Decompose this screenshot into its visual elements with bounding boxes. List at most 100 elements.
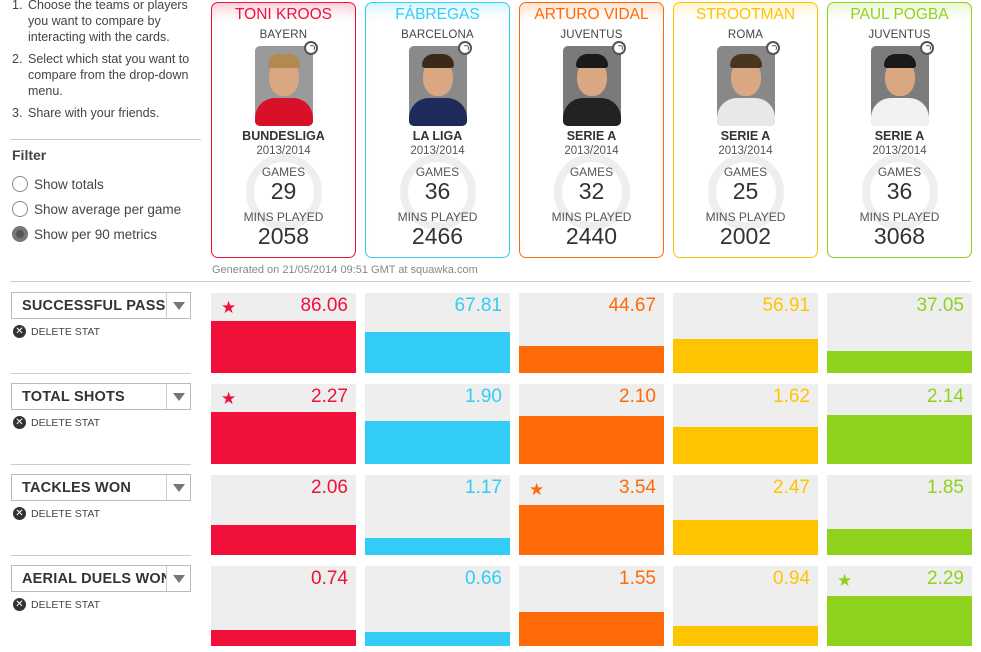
generated-timestamp: Generated on 21/05/2014 09:51 GMT at squ… xyxy=(212,264,478,276)
season: 2013/2014 xyxy=(718,145,773,157)
player-name: TONI KROOS xyxy=(234,6,333,23)
stat-value: 2.06 xyxy=(311,477,348,498)
swap-icon[interactable] xyxy=(920,41,934,55)
stat-cell: 2.10 xyxy=(519,384,664,464)
swap-icon[interactable] xyxy=(612,41,626,55)
star-icon: ★ xyxy=(837,571,853,590)
stat-bar xyxy=(827,351,972,373)
player-card[interactable]: FÁBREGAS BARCELONA LA LIGA 2013/2014 GAM… xyxy=(365,2,510,258)
mins-value: 2440 xyxy=(565,223,618,249)
league-name: SERIE A xyxy=(566,129,617,143)
divider xyxy=(11,373,191,374)
stat-value: 3.54 xyxy=(619,477,656,498)
stat-cell: ★ 2.27 xyxy=(211,384,356,464)
player-card[interactable]: ARTURO VIDAL JUVENTUS SERIE A 2013/2014 … xyxy=(519,2,664,258)
stat-cell: ★ 3.54 xyxy=(519,475,664,555)
stat-cell: 1.90 xyxy=(365,384,510,464)
stat-cell: 1.62 xyxy=(673,384,818,464)
instruction-item: 1. Choose the teams or players you want t… xyxy=(12,0,188,44)
stat-value: 1.85 xyxy=(927,477,964,498)
stat-value: 2.14 xyxy=(927,386,964,407)
games-value: 36 xyxy=(886,178,913,204)
player-card[interactable]: PAUL POGBA JUVENTUS SERIE A 2013/2014 GA… xyxy=(827,2,972,258)
stat-cell: 1.17 xyxy=(365,475,510,555)
stat-cell: 2.14 xyxy=(827,384,972,464)
delete-icon: ✕ xyxy=(13,507,26,520)
stat-bar xyxy=(673,339,818,373)
stat-dropdown[interactable]: TACKLES WON xyxy=(11,474,191,501)
season: 2013/2014 xyxy=(410,145,465,157)
swap-icon[interactable] xyxy=(304,41,318,55)
league-name: SERIE A xyxy=(720,129,771,143)
player-name: STROOTMAN xyxy=(695,6,796,23)
chevron-down-icon[interactable] xyxy=(166,384,190,409)
delete-icon: ✕ xyxy=(13,416,26,429)
filter-option-average[interactable]: Show average per game xyxy=(12,201,181,217)
mins-value: 2002 xyxy=(719,223,772,249)
stat-cell: 0.94 xyxy=(673,566,818,646)
league-name: BUNDESLIGA xyxy=(242,129,325,143)
chevron-down-icon[interactable] xyxy=(166,475,190,500)
delete-stat-button[interactable]: ✕ DELETE STAT xyxy=(13,325,100,338)
stat-bar xyxy=(365,332,510,373)
delete-stat-button[interactable]: ✕ DELETE STAT xyxy=(13,507,100,520)
player-photo[interactable] xyxy=(870,46,929,126)
player-card[interactable]: TONI KROOS BAYERN BUNDESLIGA 2013/2014 G… xyxy=(211,2,356,258)
instruction-item: 3. Share with your friends. xyxy=(12,106,160,120)
stat-value: 2.10 xyxy=(619,386,656,407)
stat-bar xyxy=(673,626,818,646)
chevron-down-icon[interactable] xyxy=(166,566,190,591)
stat-bar xyxy=(211,525,356,555)
delete-stat-button[interactable]: ✕ DELETE STAT xyxy=(13,598,100,611)
delete-icon: ✕ xyxy=(13,325,26,338)
games-ring xyxy=(246,154,322,230)
stat-name: TOTAL SHOTS xyxy=(22,389,125,405)
mins-label: MINS PLAYED xyxy=(551,210,632,224)
star-icon: ★ xyxy=(221,298,237,317)
stat-dropdown[interactable]: TOTAL SHOTS xyxy=(11,383,191,410)
radio-button[interactable] xyxy=(12,176,28,192)
stat-value: 86.06 xyxy=(300,295,348,316)
player-photo[interactable] xyxy=(716,46,775,126)
games-value: 25 xyxy=(732,178,759,204)
swap-icon[interactable] xyxy=(766,41,780,55)
stat-bar xyxy=(365,421,510,464)
stat-value: 2.47 xyxy=(773,477,810,498)
stat-dropdown[interactable]: SUCCESSFUL PASS xyxy=(11,292,191,319)
radio-button[interactable] xyxy=(12,201,28,217)
divider xyxy=(10,139,201,140)
stat-bar xyxy=(673,520,818,555)
stat-cell: 0.74 xyxy=(211,566,356,646)
filter-option-per90[interactable]: Show per 90 metrics xyxy=(12,226,157,242)
filter-option-totals[interactable]: Show totals xyxy=(12,176,104,192)
radio-button[interactable] xyxy=(12,226,28,242)
games-value: 29 xyxy=(270,178,297,204)
stat-cell: 1.55 xyxy=(519,566,664,646)
player-photo[interactable] xyxy=(408,46,467,126)
games-label: GAMES xyxy=(261,165,306,179)
stat-value: 56.91 xyxy=(762,295,810,316)
stat-value: 2.29 xyxy=(927,568,964,589)
games-label: GAMES xyxy=(569,165,614,179)
games-ring xyxy=(862,154,938,230)
stat-cell: 44.67 xyxy=(519,293,664,373)
stat-cell: 2.06 xyxy=(211,475,356,555)
player-card[interactable]: STROOTMAN ROMA SERIE A 2013/2014 GAMES 2… xyxy=(673,2,818,258)
swap-icon[interactable] xyxy=(458,41,472,55)
stat-dropdown[interactable]: AERIAL DUELS WON xyxy=(11,565,191,592)
mins-value: 2466 xyxy=(411,223,464,249)
stat-bar xyxy=(519,416,664,464)
delete-stat-button[interactable]: ✕ DELETE STAT xyxy=(13,416,100,429)
chevron-down-icon[interactable] xyxy=(166,293,190,318)
player-photo[interactable] xyxy=(254,46,313,126)
games-label: GAMES xyxy=(723,165,768,179)
games-value: 32 xyxy=(578,178,605,204)
player-photo[interactable] xyxy=(562,46,621,126)
stat-cell: ★ 86.06 xyxy=(211,293,356,373)
team-name: JUVENTUS xyxy=(560,29,623,41)
stat-bar xyxy=(827,529,972,555)
games-ring xyxy=(554,154,630,230)
stat-cell: 2.47 xyxy=(673,475,818,555)
stat-bar xyxy=(365,632,510,646)
